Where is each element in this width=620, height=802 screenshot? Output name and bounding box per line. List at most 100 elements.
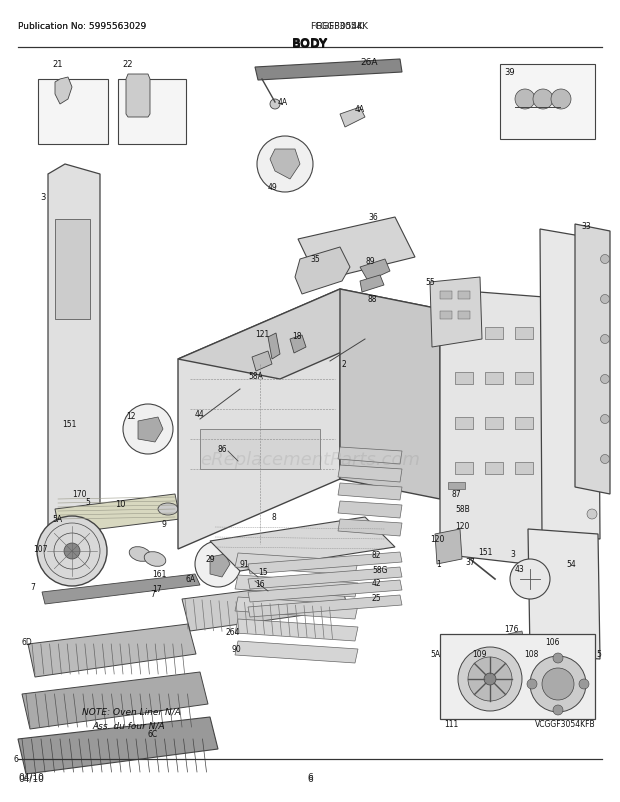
Text: 90: 90	[232, 644, 242, 653]
Circle shape	[587, 439, 597, 449]
Polygon shape	[255, 60, 402, 81]
Polygon shape	[55, 494, 180, 534]
Polygon shape	[338, 448, 402, 464]
Bar	[458, 312, 470, 320]
Circle shape	[587, 475, 597, 484]
Polygon shape	[338, 484, 402, 500]
Circle shape	[601, 415, 609, 424]
Circle shape	[579, 679, 589, 689]
Polygon shape	[248, 553, 402, 574]
Circle shape	[195, 541, 241, 587]
Bar	[38, 80, 108, 145]
Polygon shape	[248, 595, 402, 618]
Text: 58A: 58A	[248, 371, 263, 380]
Polygon shape	[28, 624, 196, 677]
Polygon shape	[48, 164, 100, 539]
Text: 120: 120	[455, 521, 469, 530]
Text: 49: 49	[268, 183, 278, 192]
Text: 151: 151	[62, 419, 76, 428]
Bar	[455, 373, 473, 384]
Polygon shape	[235, 575, 358, 597]
Text: 5A: 5A	[52, 514, 62, 524]
Text: 7: 7	[30, 582, 35, 591]
Text: 5: 5	[596, 649, 601, 658]
Text: 58G: 58G	[372, 565, 388, 574]
Text: 15: 15	[258, 567, 268, 577]
Circle shape	[64, 543, 80, 559]
Text: 176: 176	[504, 624, 518, 634]
Polygon shape	[52, 525, 72, 537]
Text: 39: 39	[504, 68, 515, 77]
Circle shape	[468, 657, 512, 701]
Text: FGGF3054K: FGGF3054K	[315, 22, 368, 31]
Text: 6C: 6C	[148, 729, 158, 738]
Bar	[485, 418, 503, 429]
Polygon shape	[360, 276, 384, 293]
Text: 1: 1	[436, 559, 441, 569]
Text: 4A: 4A	[278, 98, 288, 107]
Polygon shape	[430, 277, 482, 347]
Polygon shape	[252, 351, 272, 371]
Circle shape	[458, 647, 522, 711]
Bar	[515, 327, 533, 339]
Polygon shape	[290, 335, 306, 354]
Polygon shape	[338, 501, 402, 518]
Circle shape	[601, 375, 609, 384]
Bar	[455, 418, 473, 429]
Text: Ass. du four N/A: Ass. du four N/A	[92, 721, 165, 730]
Text: 151: 151	[478, 547, 492, 557]
Ellipse shape	[129, 547, 151, 561]
Bar	[440, 634, 595, 719]
Bar	[440, 292, 452, 300]
Circle shape	[601, 455, 609, 464]
Polygon shape	[22, 672, 208, 729]
Polygon shape	[340, 107, 365, 128]
Text: 161: 161	[152, 569, 166, 578]
Text: 16: 16	[255, 579, 265, 588]
Text: 82: 82	[372, 550, 381, 559]
Text: 89: 89	[365, 257, 374, 265]
Text: 42: 42	[372, 578, 382, 587]
Text: 170: 170	[72, 489, 87, 498]
Polygon shape	[268, 334, 280, 359]
Polygon shape	[18, 717, 218, 774]
Text: 91: 91	[240, 559, 250, 569]
Text: 3: 3	[510, 549, 515, 558]
Polygon shape	[126, 75, 150, 118]
Polygon shape	[210, 517, 395, 571]
Ellipse shape	[144, 552, 166, 567]
Circle shape	[484, 673, 496, 685]
Text: 44: 44	[195, 410, 205, 419]
Text: 3: 3	[40, 192, 45, 202]
Text: 36: 36	[368, 213, 378, 221]
Circle shape	[37, 516, 107, 586]
Circle shape	[553, 653, 563, 663]
Text: 8: 8	[272, 512, 277, 521]
Bar	[200, 429, 320, 469]
Text: eReplacementParts.com: eReplacementParts.com	[200, 451, 420, 468]
Text: 88: 88	[368, 294, 378, 304]
Text: 108: 108	[524, 649, 538, 658]
Text: 04/10: 04/10	[18, 774, 44, 783]
Text: 6: 6	[307, 772, 313, 781]
Circle shape	[542, 668, 574, 700]
Text: 9: 9	[162, 520, 167, 529]
Text: 87: 87	[452, 489, 462, 498]
Circle shape	[587, 509, 597, 520]
Text: Publication No: 5995563029: Publication No: 5995563029	[18, 22, 146, 31]
Text: 4A: 4A	[355, 105, 365, 114]
Text: 109: 109	[472, 649, 487, 658]
Text: 12: 12	[126, 411, 136, 420]
Polygon shape	[338, 520, 402, 537]
Bar	[515, 373, 533, 384]
Text: BODY: BODY	[292, 37, 328, 50]
Text: 55: 55	[425, 277, 435, 286]
Circle shape	[587, 404, 597, 415]
Polygon shape	[248, 567, 402, 589]
Text: FGGF3054K: FGGF3054K	[310, 22, 363, 31]
Text: 35: 35	[310, 255, 320, 264]
Polygon shape	[448, 482, 465, 489]
Polygon shape	[540, 229, 600, 539]
Polygon shape	[235, 597, 358, 619]
Text: Publication No: 5995563029: Publication No: 5995563029	[18, 22, 146, 31]
